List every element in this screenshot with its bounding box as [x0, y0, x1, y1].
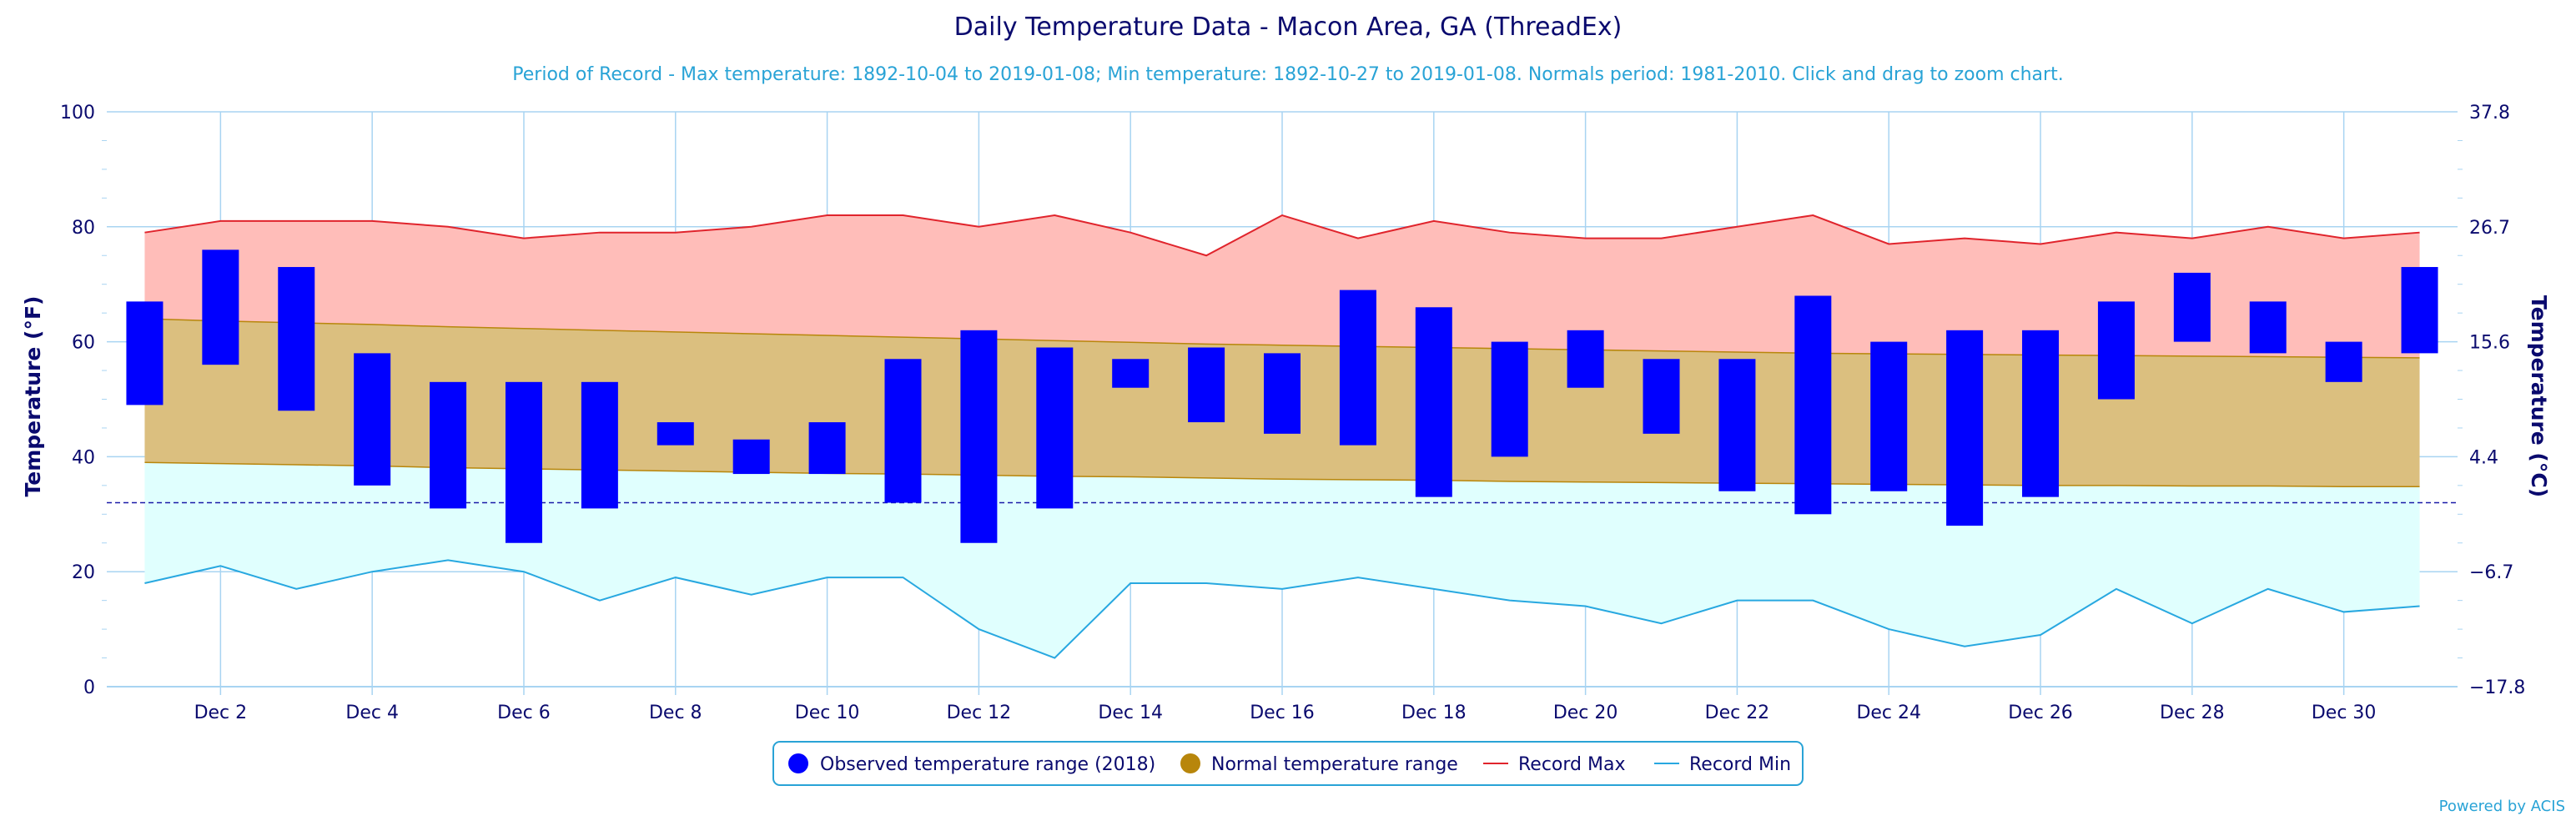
observed-bar[interactable] — [1794, 295, 1832, 515]
y-axis-title-right: Temperature (°C) — [2527, 295, 2551, 497]
legend-record-min-label: Record Min — [1689, 754, 1791, 775]
observed-bar[interactable] — [1567, 330, 1604, 388]
y-tick-label-right: 15.6 — [2469, 333, 2510, 354]
y-tick-label-right: 37.8 — [2469, 103, 2510, 123]
x-tick-label: Dec 4 — [345, 703, 399, 723]
credits-link[interactable]: Powered by ACIS — [2439, 798, 2565, 815]
y-tick-label-right: 4.4 — [2469, 447, 2498, 468]
observed-bars[interactable] — [126, 249, 2438, 543]
observed-bar[interactable] — [1415, 307, 1452, 497]
observed-bar[interactable] — [2022, 330, 2060, 497]
x-tick-label: Dec 16 — [1250, 703, 1315, 723]
observed-bar[interactable] — [2249, 301, 2287, 354]
observed-bar[interactable] — [960, 330, 998, 543]
observed-bar[interactable] — [1870, 341, 1908, 491]
axes: Dec 2 Dec 4 Dec 6 Dec 8 Dec 10 Dec 12 Dec 14 De… — [60, 103, 2525, 723]
observed-bar[interactable] — [1264, 353, 1301, 434]
observed-bar[interactable] — [884, 359, 922, 503]
observed-bar[interactable] — [430, 381, 467, 509]
x-tick-label: Dec 14 — [1098, 703, 1163, 723]
y-tick-label-right: −6.7 — [2469, 562, 2513, 583]
y-axis-title-left: Temperature (°F) — [21, 296, 45, 497]
legend-normal-label: Normal temperature range — [1211, 754, 1458, 775]
y-tick-label-left: 40 — [72, 447, 95, 468]
legend-box — [772, 741, 1804, 786]
y-tick-label-left: 20 — [72, 562, 95, 583]
chart-title: Daily Temperature Data - Macon Area, GA … — [954, 13, 1623, 42]
y-tick-label-left: 0 — [83, 677, 95, 698]
observed-bar[interactable] — [2401, 267, 2438, 354]
observed-bar[interactable] — [1036, 347, 1074, 509]
legend-normal-marker — [1180, 753, 1200, 773]
record-min-area — [144, 462, 2420, 658]
x-tick-label: Dec 10 — [795, 703, 860, 723]
y-tick-label-left: 80 — [72, 218, 95, 239]
x-tick-label: Dec 8 — [649, 703, 702, 723]
observed-bar[interactable] — [2173, 272, 2211, 342]
observed-bar[interactable] — [1112, 359, 1150, 388]
legend-record-max-label: Record Max — [1518, 754, 1626, 775]
observed-bar[interactable] — [581, 381, 618, 509]
y-tick-label-right: 26.7 — [2469, 218, 2510, 239]
observed-bar[interactable] — [278, 267, 315, 411]
observed-bar[interactable] — [1718, 359, 1756, 491]
observed-bar[interactable] — [202, 249, 239, 365]
observed-bar[interactable] — [732, 439, 770, 475]
x-tick-label: Dec 28 — [2160, 703, 2225, 723]
legend-item-record-max[interactable]: Record Max — [1483, 754, 1626, 775]
y-tick-label-left: 100 — [60, 103, 95, 123]
record-max-line — [144, 214, 2420, 257]
x-tick-label: Dec 26 — [2008, 703, 2073, 723]
observed-bar[interactable] — [1491, 341, 1528, 457]
observed-bar[interactable] — [354, 353, 391, 486]
legend-item-normal[interactable]: Normal temperature range — [1180, 753, 1458, 775]
y-tick-label-right: −17.8 — [2469, 677, 2525, 698]
observed-bar[interactable] — [657, 422, 694, 446]
x-tick-label: Dec 20 — [1553, 703, 1618, 723]
x-tick-label: Dec 6 — [497, 703, 551, 723]
record-max-area — [144, 215, 2420, 358]
x-tick-label: Dec 22 — [1705, 703, 1770, 723]
x-tick-label: Dec 18 — [1401, 703, 1467, 723]
observed-bar[interactable] — [2325, 341, 2362, 382]
legend-observed-label: Observed temperature range (2018) — [820, 754, 1155, 775]
observed-bar[interactable] — [1188, 347, 1225, 423]
legend-observed-marker — [788, 753, 808, 773]
legend-item-observed[interactable]: Observed temperature range (2018) — [788, 753, 1155, 775]
x-tick-label: Dec 24 — [1856, 703, 1921, 723]
observed-bar[interactable] — [505, 381, 542, 543]
observed-bar[interactable] — [1339, 290, 1376, 446]
observed-bar[interactable] — [2097, 301, 2135, 400]
observed-bar[interactable] — [808, 422, 846, 475]
chart-subtitle: Period of Record - Max temperature: 1892… — [512, 64, 2063, 85]
legend-item-record-min[interactable]: Record Min — [1654, 754, 1791, 775]
record-min-line — [144, 559, 2420, 659]
observed-bar[interactable] — [1643, 359, 1680, 434]
x-tick-label: Dec 12 — [947, 703, 1012, 723]
x-tick-label: Dec 30 — [2312, 703, 2377, 723]
observed-bar[interactable] — [1946, 330, 1984, 526]
legend: Observed temperature range (2018) Normal… — [772, 741, 1804, 786]
observed-bar[interactable] — [126, 301, 164, 405]
x-tick-label: Dec 2 — [194, 703, 248, 723]
y-tick-label-left: 60 — [72, 333, 95, 354]
